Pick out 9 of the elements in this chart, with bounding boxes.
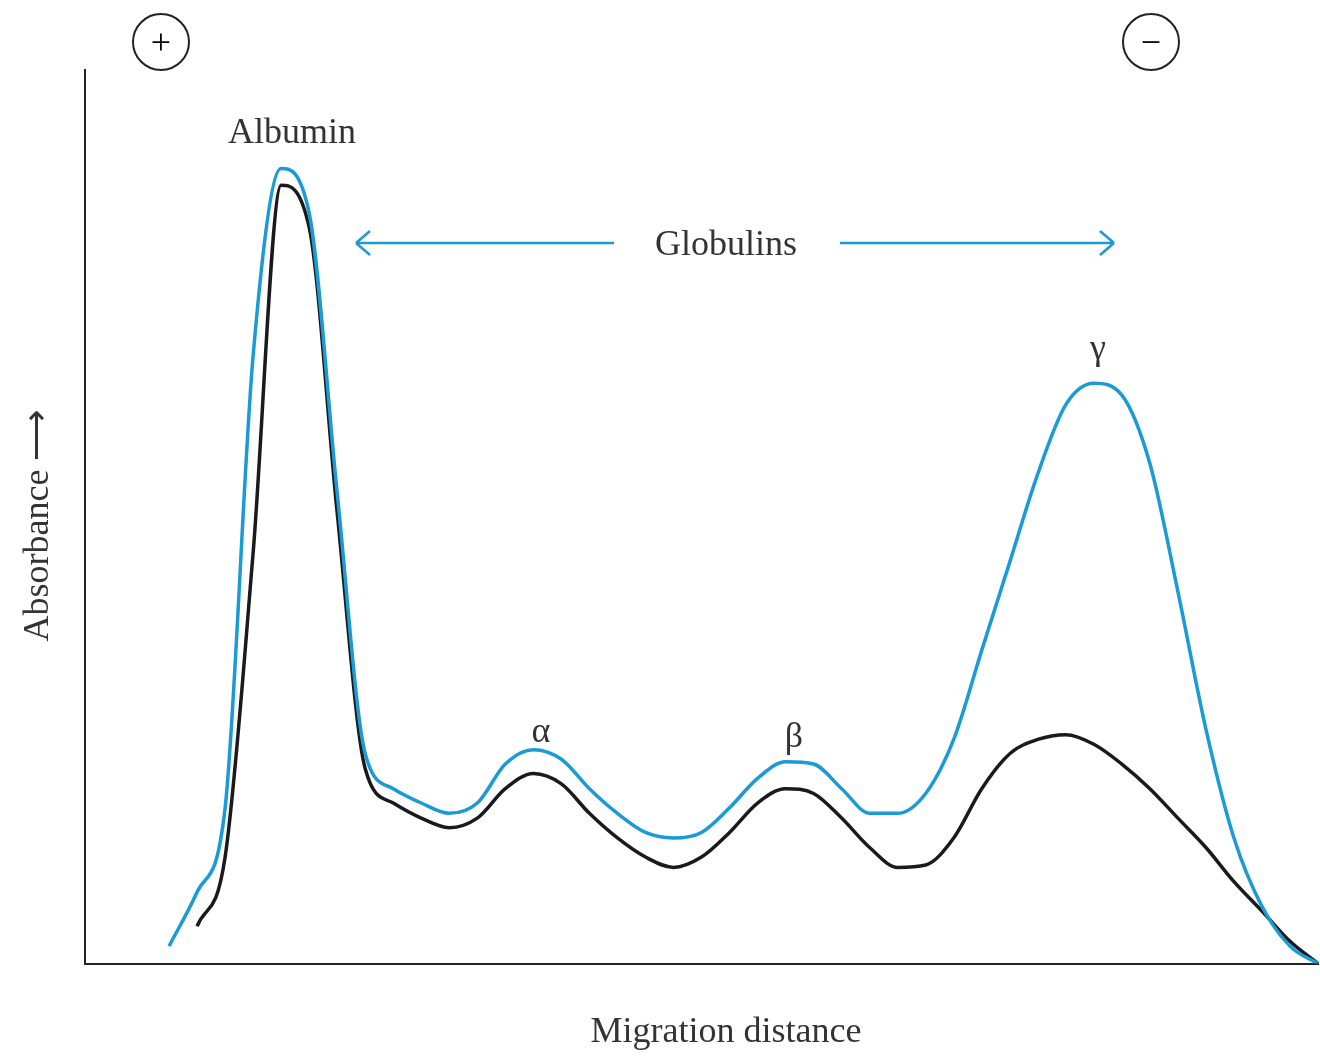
text: Albumin [227,111,357,151]
annotation: γ [1090,327,1106,367]
circled-sign: − [1122,13,1180,71]
x-axis-title: Migration distance [590,1010,862,1050]
circled-sign: + [132,13,190,71]
annotation: β [784,715,804,755]
annotation: Globulins [654,223,798,263]
annotation: α [531,710,551,750]
y-axis-title: Absorbance ⟶ [16,408,56,642]
